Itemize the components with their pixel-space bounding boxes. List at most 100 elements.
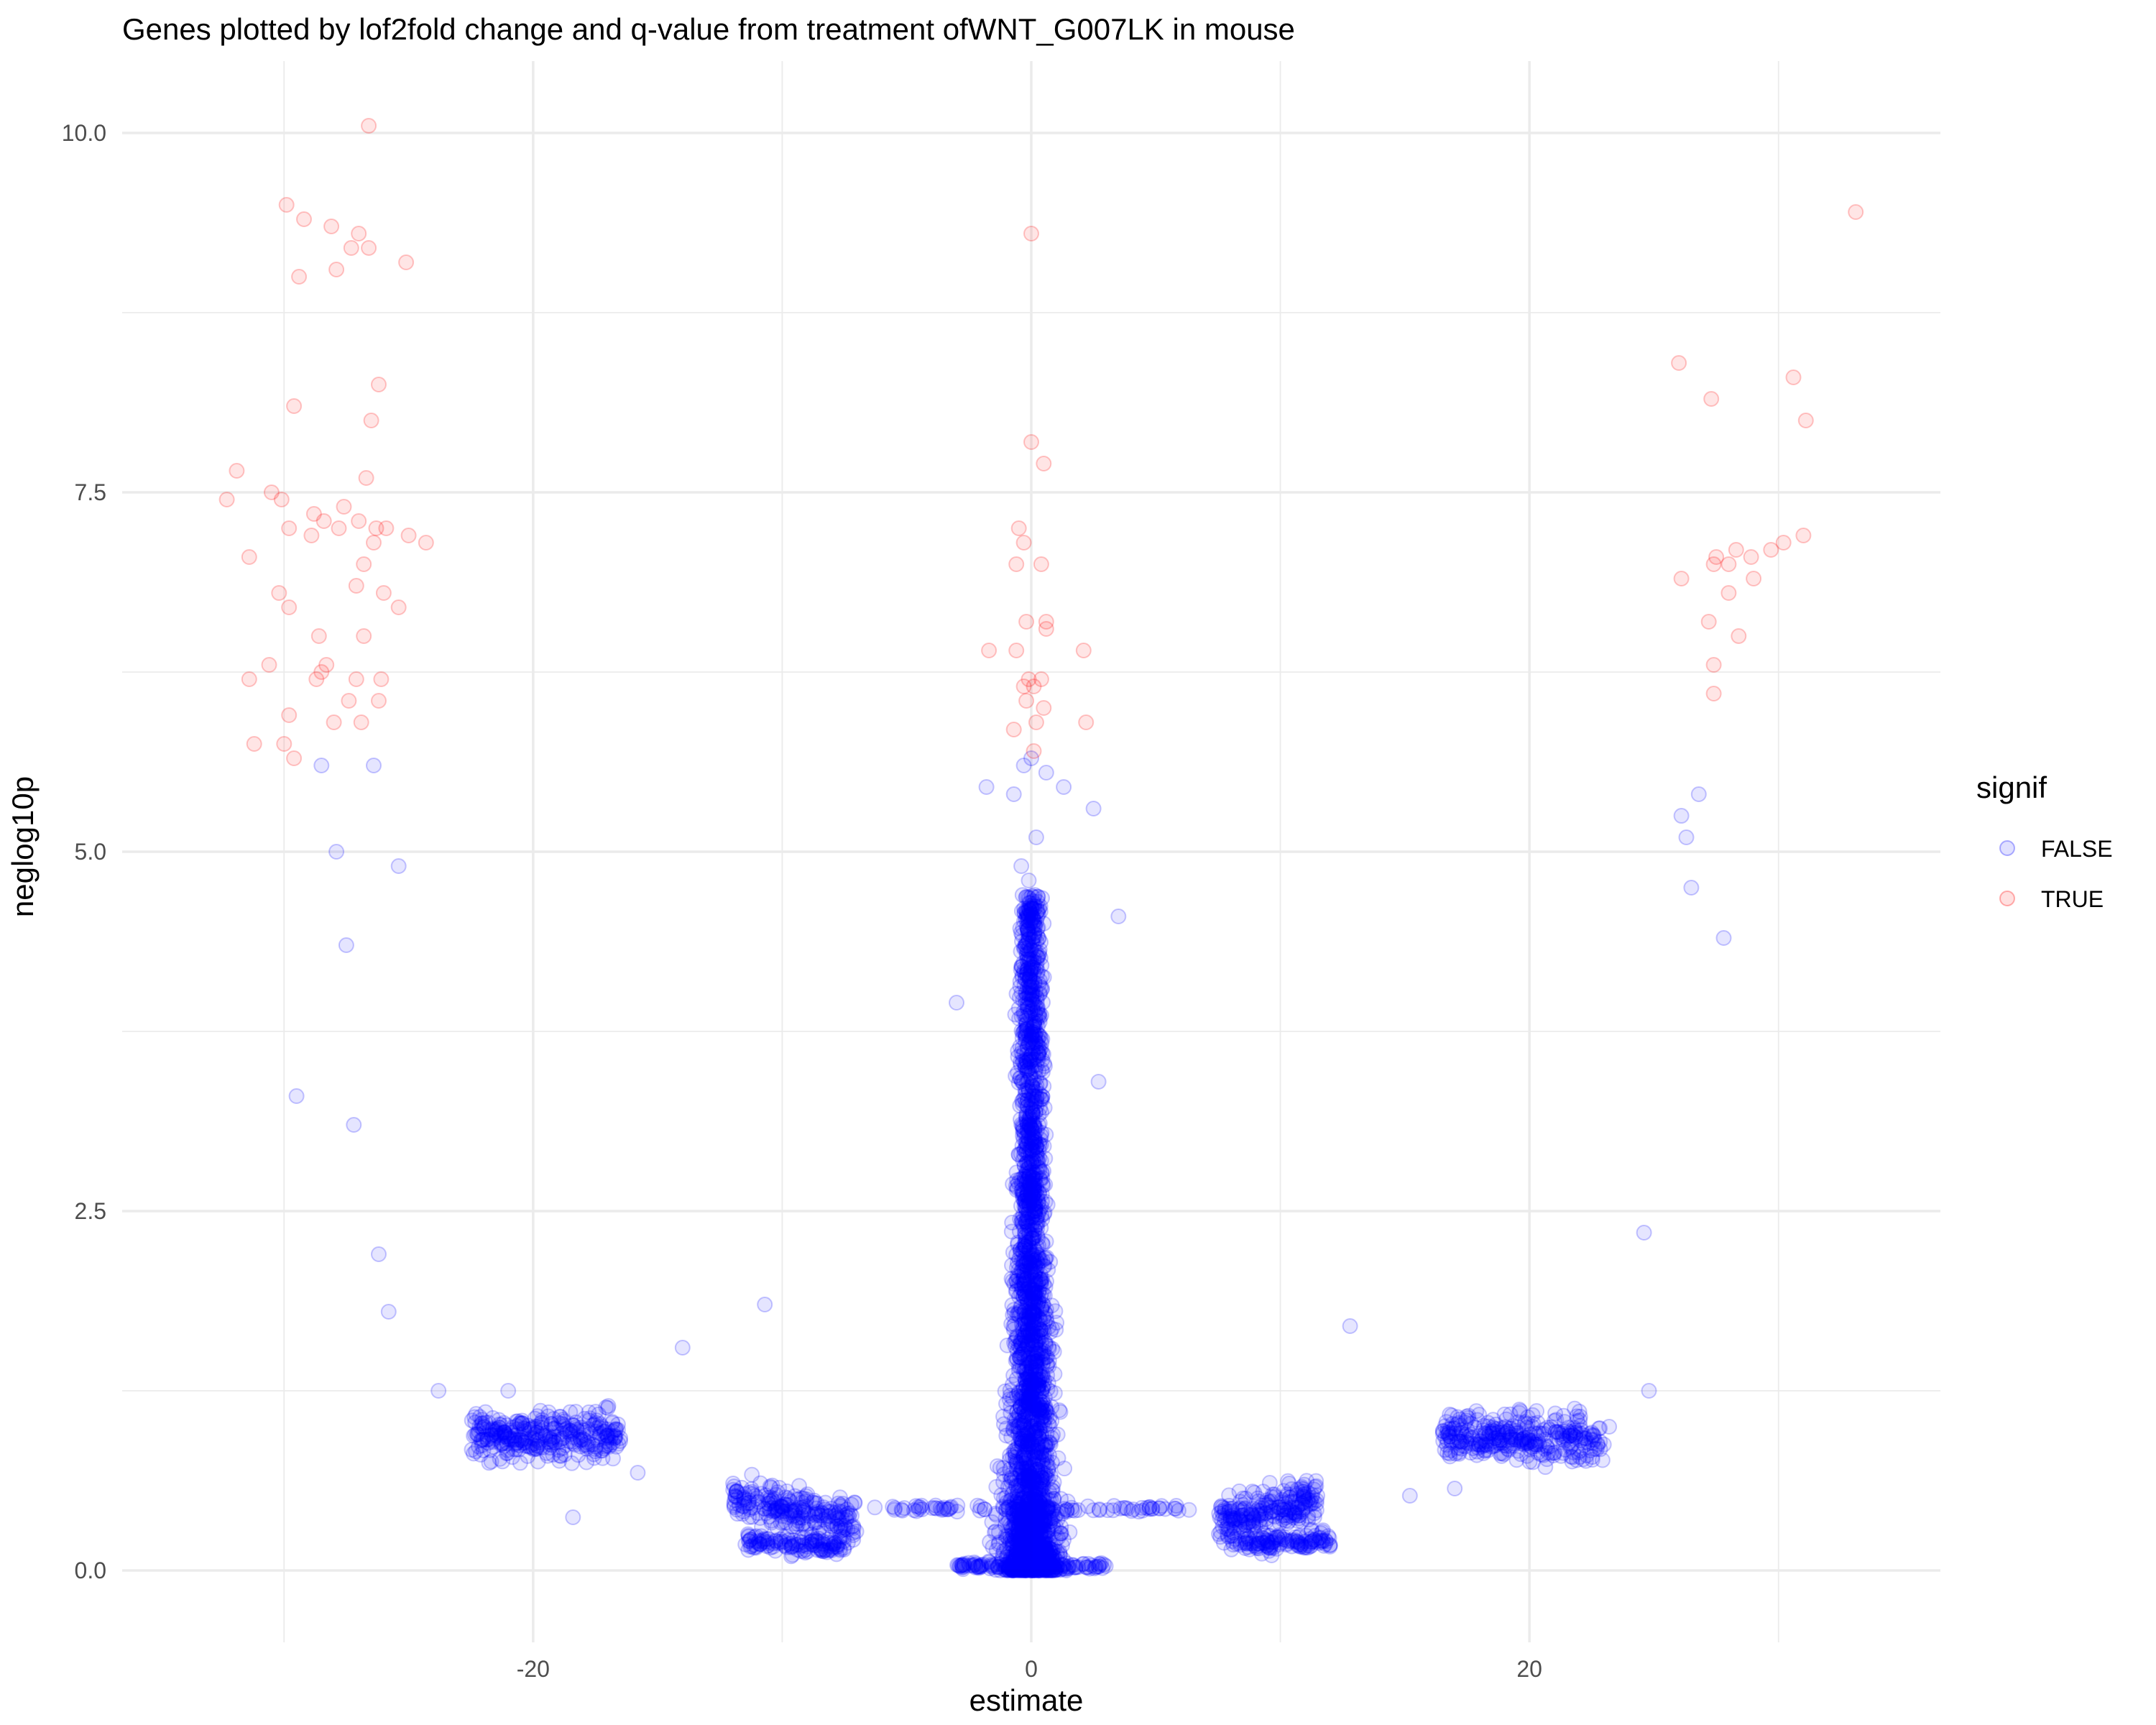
point-false [1014, 927, 1031, 944]
point-false [1022, 1512, 1038, 1528]
point-false [1033, 1560, 1050, 1576]
point-false [1028, 1152, 1045, 1169]
point-false [1028, 1138, 1045, 1155]
point-false [1011, 1555, 1028, 1571]
point-false [1569, 1408, 1585, 1425]
point-false [1046, 1501, 1062, 1518]
point-false [1011, 1553, 1028, 1570]
point-false [1015, 992, 1031, 1008]
point-false [1033, 1396, 1049, 1412]
point-false [1017, 1382, 1033, 1399]
point-false [1026, 1285, 1042, 1302]
point-false [1030, 1548, 1046, 1565]
point-false [1014, 958, 1031, 975]
point-false [1028, 1489, 1044, 1505]
point-false [1031, 1508, 1048, 1524]
point-false [1034, 1088, 1051, 1105]
point-false [1018, 952, 1035, 968]
point-false [1021, 1280, 1036, 1297]
point-false [1032, 1253, 1049, 1269]
point-true [286, 398, 303, 414]
point-false [1033, 979, 1049, 995]
point-true [328, 262, 345, 277]
point-false [1017, 1085, 1033, 1102]
point-false [1028, 1368, 1044, 1384]
point-false [1036, 1058, 1053, 1075]
point-false [1024, 1163, 1041, 1179]
point-false [1014, 1359, 1031, 1376]
point-false [1014, 1243, 1031, 1259]
point-false [1028, 1494, 1044, 1510]
point-false [1023, 1069, 1039, 1085]
point-false [1034, 1514, 1050, 1530]
point-false [1039, 1404, 1056, 1420]
point-false [1012, 1562, 1028, 1578]
point-false [1005, 1485, 1021, 1501]
point-false [1027, 1536, 1044, 1552]
point-false [1715, 930, 1732, 946]
point-false [1023, 1333, 1040, 1349]
point-false [1023, 962, 1039, 978]
point-false [1046, 1560, 1063, 1577]
point-false [1018, 1450, 1034, 1466]
point-false [1019, 1516, 1036, 1532]
point-false [1025, 1397, 1041, 1413]
point-false [1024, 1151, 1041, 1167]
point-true [1848, 204, 1864, 220]
point-false [1023, 1098, 1040, 1115]
point-false [1026, 1516, 1042, 1532]
point-false [1013, 1561, 1030, 1578]
point-false [1005, 1505, 1021, 1522]
point-false [1022, 1054, 1038, 1070]
point-false [1044, 1550, 1061, 1567]
point-false [1026, 1180, 1042, 1197]
point-false [1025, 1000, 1041, 1016]
point-false [1032, 1137, 1049, 1154]
point-false [1018, 1502, 1035, 1519]
point-false [1033, 1530, 1049, 1546]
point-false [1013, 1458, 1030, 1475]
point-false [1023, 972, 1040, 989]
point-false [1008, 1283, 1024, 1300]
point-false [1028, 1098, 1045, 1114]
point-false [1023, 1048, 1039, 1064]
point-false [1021, 931, 1037, 947]
point-false [1027, 1130, 1044, 1146]
point-false [1026, 1154, 1042, 1170]
point-false [1028, 1543, 1045, 1560]
point-false [1002, 1527, 1018, 1544]
point-false [1031, 1519, 1048, 1535]
point-false [1011, 1499, 1028, 1515]
point-false [1015, 1415, 1032, 1432]
point-false [1025, 1038, 1041, 1054]
point-true [981, 643, 998, 658]
point-false [1025, 1106, 1041, 1123]
point-false [1020, 1171, 1036, 1187]
point-false [1017, 1238, 1033, 1254]
point-false [1016, 1484, 1033, 1501]
point-false [1038, 1561, 1055, 1578]
point-false [1010, 1412, 1027, 1428]
point-false [1025, 1024, 1041, 1040]
point-false [1032, 1172, 1049, 1189]
point-false [1024, 1075, 1041, 1091]
point-false [1019, 1000, 1036, 1017]
point-false [1028, 1371, 1044, 1387]
point-false [1018, 1017, 1034, 1034]
point-false [1036, 969, 1052, 985]
point-false [1015, 1547, 1032, 1563]
point-false [1031, 1494, 1048, 1511]
point-true [1795, 528, 1812, 543]
point-false [1040, 1375, 1056, 1392]
point-false [1022, 1468, 1038, 1485]
y-tick-label: 0.0 [75, 1558, 106, 1583]
point-false [288, 1088, 305, 1104]
point-false [1024, 1323, 1041, 1339]
point-false [1031, 906, 1047, 922]
point-false [1023, 1355, 1040, 1371]
point-false [1012, 1464, 1028, 1481]
point-false [1024, 959, 1041, 975]
point-false [1016, 1141, 1033, 1158]
point-false [1031, 1039, 1047, 1055]
